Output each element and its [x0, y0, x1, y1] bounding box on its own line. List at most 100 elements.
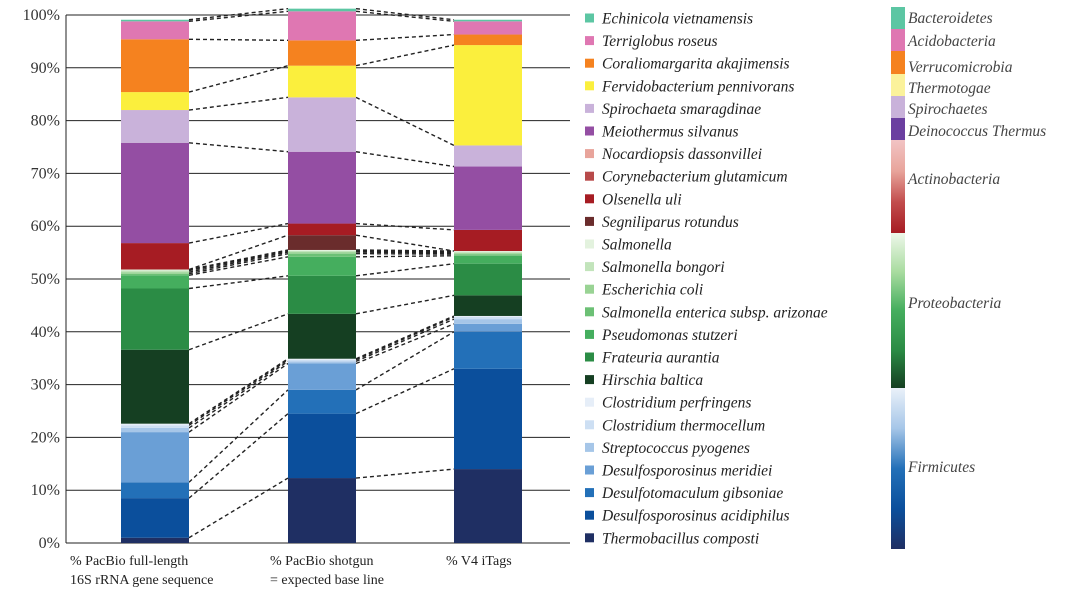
bar-segment: [121, 427, 189, 433]
legend-swatch: [585, 149, 594, 159]
bar-segment: [454, 21, 522, 35]
bar-segment: [288, 389, 356, 414]
bar-segment: [454, 295, 522, 316]
connector-line: [188, 222, 289, 244]
legend-item: Spirochaeta smaragdinae: [585, 101, 761, 118]
y-tick-label: 10%: [31, 482, 60, 499]
bar-segment: [454, 229, 522, 252]
phylum-swatch: [891, 29, 905, 51]
legend-swatch: [585, 36, 594, 46]
legend-swatch: [585, 239, 594, 249]
connector-line: [355, 234, 455, 252]
legend-label: Thermobacillus composti: [602, 530, 759, 547]
bar-segment: [121, 272, 189, 274]
legend-swatch: [585, 103, 594, 113]
bar-segment: [454, 19, 522, 22]
legend-item: Desulfosporosinus meridiei: [585, 463, 772, 480]
bar-segment: [121, 92, 189, 111]
phylum-swatch: [891, 118, 905, 140]
bar-segment: [288, 8, 356, 12]
legend-swatch: [585, 216, 594, 226]
phylum-swatch: [891, 140, 905, 233]
legend-item: Desulfosporosinus acidiphilus: [585, 508, 790, 525]
bar-segment: [121, 498, 189, 538]
bar-segment: [121, 21, 189, 40]
bar-segment: [288, 235, 356, 250]
bar-segment: [454, 315, 522, 318]
bar-segment: [121, 349, 189, 424]
phylum-label: Actinobacteria: [907, 171, 1000, 188]
connector-line: [188, 413, 289, 499]
legend-item: Streptococcus pyogenes: [585, 440, 750, 457]
legend-item: Echinicola vietnamensis: [585, 11, 753, 28]
bar-segment: [288, 363, 356, 390]
connector-line: [188, 65, 289, 93]
bar-segment: [288, 256, 356, 276]
bar-segment: [454, 469, 522, 543]
phylum-item: Bacteroidetes: [891, 7, 993, 29]
bar-segment: [454, 254, 522, 256]
bar-segment: [121, 142, 189, 244]
legend-item: Desulfotomaculum gibsoniae: [585, 485, 783, 502]
phylum-label: Acidobacteria: [907, 33, 996, 50]
legend-item: Frateuria aurantia: [585, 350, 720, 367]
phylum-item: Thermotogae: [891, 74, 991, 97]
legend-label: Frateuria aurantia: [601, 350, 720, 367]
phylum-swatch: [891, 96, 905, 118]
connector-line: [355, 251, 455, 254]
bar-segment: [288, 478, 356, 543]
x-tick-label: % V4 iTags: [446, 554, 512, 569]
bar-segment: [288, 251, 356, 253]
connector-line: [188, 38, 289, 42]
legend-label: Segniliparus rotundus: [602, 214, 739, 231]
bar-segment: [288, 275, 356, 314]
legend-item: Hirschia baltica: [585, 372, 703, 389]
legend-swatch: [585, 126, 594, 136]
legend-swatch: [585, 58, 594, 68]
connector-line: [188, 358, 289, 425]
legend-label: Spirochaeta smaragdinae: [602, 101, 761, 118]
bar-segment: [288, 361, 356, 364]
bar-segment: [454, 145, 522, 167]
legend-swatch: [585, 284, 594, 294]
legend-item: Olsenella uli: [585, 191, 682, 208]
y-tick-label: 50%: [31, 271, 60, 288]
x-tick-label: % PacBio shotgun: [270, 554, 373, 569]
connector-line: [188, 362, 289, 433]
bar-segment: [454, 251, 522, 253]
bar-segment: [288, 223, 356, 236]
legend-swatch: [585, 194, 594, 204]
bar-segment: [121, 270, 189, 273]
phylum-swatch: [891, 51, 905, 74]
legend-label: Nocardiopsis dassonvillei: [601, 146, 762, 163]
phylum-label: Verrucomicrobia: [908, 59, 1013, 76]
legend-item: Meiothermus silvanus: [585, 124, 738, 141]
connector-line: [355, 10, 455, 23]
phylum-legend: Bacteroidetes Acidobacteria Verrucomicrobi…: [891, 7, 1046, 549]
connector-line: [355, 323, 455, 365]
legend-item: Terriglobus roseus: [585, 33, 718, 50]
bar-segment: [288, 413, 356, 479]
bar-segment: [121, 432, 189, 483]
legend-label: Terriglobus roseus: [602, 33, 718, 50]
legend-swatch: [585, 171, 594, 181]
connector-line: [188, 251, 289, 273]
bar-segment: [121, 482, 189, 499]
phylum-item: Acidobacteria: [891, 29, 996, 51]
phylum-label: Firmicutes: [907, 459, 975, 476]
legend-swatch: [585, 352, 594, 362]
bar-segment: [121, 288, 189, 350]
connector-line: [188, 359, 289, 426]
bar-segment: [454, 253, 522, 255]
phylum-item: Verrucomicrobia: [891, 51, 1013, 76]
bar-segment: [121, 423, 189, 426]
legend-item: Escherichia coli: [585, 282, 703, 299]
legend-swatch: [585, 307, 594, 317]
bar-segment: [454, 323, 522, 332]
legend-item: Nocardiopsis dassonvillei: [585, 146, 762, 163]
connector-line: [188, 7, 289, 21]
legend-label: Escherichia coli: [601, 282, 703, 299]
legend-swatch: [585, 13, 594, 23]
phylum-swatch: [891, 388, 905, 549]
